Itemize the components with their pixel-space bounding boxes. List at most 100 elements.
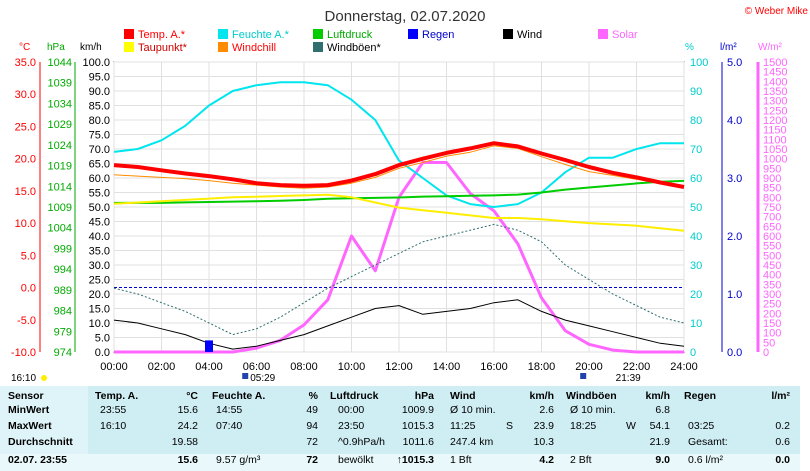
header-hum-unit: % bbox=[308, 390, 318, 402]
rain-unit-label: l/m² bbox=[720, 42, 737, 53]
solar-tick-label: 1450 bbox=[763, 67, 787, 79]
stats-hum-value: 72 bbox=[306, 436, 318, 448]
solar-tick-label: 1100 bbox=[763, 134, 787, 146]
wind-tick-label: 75.0 bbox=[89, 130, 110, 142]
hum-tick-label: 60 bbox=[690, 173, 702, 185]
wind-tick-label: 15.0 bbox=[89, 304, 110, 316]
stats-temp-time: 16:10 bbox=[100, 420, 127, 432]
legend-swatch bbox=[598, 29, 608, 39]
sunset-icon bbox=[580, 373, 587, 379]
stats-wind-info: Ø 10 min. bbox=[450, 404, 496, 416]
stats-temp-value: 19.58 bbox=[171, 436, 198, 448]
stats-press-value: 1011.6 bbox=[402, 436, 434, 448]
press-tick-label: 979 bbox=[54, 326, 72, 338]
edge-strip bbox=[800, 40, 810, 386]
wind-tick-label: 65.0 bbox=[89, 159, 110, 171]
legend-label: Temp. A.* bbox=[138, 29, 186, 41]
temp-tick-label: 25.0 bbox=[15, 121, 36, 133]
stats-wind-value: 2.6 bbox=[539, 404, 554, 416]
header-hum: Feuchte A. bbox=[212, 390, 266, 402]
time-tick-label: 16:00 bbox=[480, 361, 508, 373]
wind-tick-label: 85.0 bbox=[89, 101, 110, 113]
chart-series bbox=[113, 81, 685, 354]
solar-tick-label: 650 bbox=[763, 221, 781, 233]
stats-wind-value: 4.2 bbox=[539, 454, 554, 466]
legend-label: Windchill bbox=[232, 42, 276, 54]
stats-press-value: 1015.3 bbox=[401, 420, 434, 432]
solar-tick-label: 750 bbox=[763, 202, 781, 214]
press-unit-label: hPa bbox=[47, 42, 65, 53]
series-line-windchill bbox=[113, 145, 685, 189]
rain-tick-label: 1.0 bbox=[727, 289, 742, 301]
rain-bar bbox=[205, 340, 213, 352]
press-tick-label: 1009 bbox=[48, 202, 72, 214]
press-tick-label: 984 bbox=[54, 306, 72, 318]
hum-unit-label: % bbox=[685, 42, 694, 53]
stats-temp-time: 23:55 bbox=[100, 404, 127, 416]
stats-gust-info: 2 Bft bbox=[570, 454, 592, 466]
header-sensor: Sensor bbox=[8, 390, 44, 402]
stats-gust-dir: W bbox=[626, 420, 636, 432]
sun-markers: 16:10 05:29 21:39 bbox=[11, 373, 641, 384]
header-press-unit: hPa bbox=[414, 390, 434, 402]
time-tick-label: 04:00 bbox=[195, 361, 223, 373]
wind-unit-label: km/h bbox=[80, 42, 102, 53]
legend-label: Windböen* bbox=[327, 42, 382, 54]
weather-chart: Donnerstag, 02.07.2020 © Weber Mike Temp… bbox=[11, 6, 810, 386]
legend-label: Wind bbox=[517, 29, 542, 41]
solar-tick-label: 1350 bbox=[763, 86, 787, 98]
wind-tick-label: 25.0 bbox=[89, 275, 110, 287]
header-press: Luftdruck bbox=[330, 390, 379, 402]
temp-tick-label: 15.0 bbox=[15, 186, 36, 198]
solar-tick-label: 1150 bbox=[763, 125, 787, 137]
solar-tick-label: 50 bbox=[763, 337, 775, 349]
stats-rain-info: 0.6 l/m² bbox=[688, 454, 724, 466]
wind-tick-label: 60.0 bbox=[89, 173, 110, 185]
wind-tick-label: 45.0 bbox=[89, 217, 110, 229]
stats-press-value: 1009.9 bbox=[401, 404, 434, 416]
series-line-tempa bbox=[113, 141, 685, 189]
wind-tick-label: 10.0 bbox=[89, 318, 110, 330]
solar-tick-label: 1500 bbox=[763, 57, 787, 69]
press-tick-label: 989 bbox=[54, 285, 72, 297]
time-tick-label: 22:00 bbox=[623, 361, 651, 373]
hum-tick-label: 40 bbox=[690, 231, 702, 243]
hum-tick-label: 50 bbox=[690, 202, 702, 214]
solar-tick-label: 450 bbox=[763, 260, 781, 272]
hum-tick-label: 10 bbox=[690, 318, 702, 330]
temp-tick-label: 0.0 bbox=[21, 283, 36, 295]
temp-tick-label: 30.0 bbox=[15, 89, 36, 101]
legend-swatch bbox=[313, 29, 323, 39]
stats-wind-info: 247.4 km bbox=[450, 436, 494, 448]
stats-wind-value: 23.9 bbox=[533, 420, 554, 432]
stats-rain-value: 0.0 bbox=[775, 454, 790, 466]
legend-swatch bbox=[124, 29, 134, 39]
solar-tick-label: 1250 bbox=[763, 105, 787, 117]
solar-tick-label: 250 bbox=[763, 299, 781, 311]
stats-rain-info: Gesamt: bbox=[688, 436, 728, 448]
solar-tick-label: 150 bbox=[763, 318, 781, 330]
temp-tick-label: 10.0 bbox=[15, 218, 36, 230]
time-tick-label: 20:00 bbox=[575, 361, 603, 373]
stats-rain-value: 0.6 bbox=[775, 436, 790, 448]
stats-wind-info: 1 Bft bbox=[450, 454, 472, 466]
header-gust-unit: km/h bbox=[645, 390, 670, 402]
solar-tick-label: 1400 bbox=[763, 76, 787, 88]
sun-dot-icon bbox=[41, 375, 47, 381]
temp-tick-label: -10.0 bbox=[11, 347, 36, 359]
hum-tick-label: 100 bbox=[690, 57, 708, 69]
stats-press-info: 00:00 bbox=[338, 404, 365, 416]
wind-tick-label: 95.0 bbox=[89, 72, 110, 84]
stats-current-row-bg bbox=[0, 454, 800, 471]
solar-tick-label: 350 bbox=[763, 279, 781, 291]
stats-temp-value: 15.6 bbox=[177, 454, 198, 466]
sunrise-icon bbox=[242, 373, 249, 379]
sunset-time: 21:39 bbox=[616, 373, 641, 384]
solar-tick-label: 1300 bbox=[763, 96, 787, 108]
press-tick-label: 1029 bbox=[48, 119, 72, 131]
wind-tick-label: 80.0 bbox=[89, 115, 110, 127]
press-tick-label: 1034 bbox=[48, 98, 72, 110]
time-tick-label: 06:00 bbox=[243, 361, 271, 373]
time-tick-label: 00:00 bbox=[100, 361, 128, 373]
temp-tick-label: -5.0 bbox=[17, 315, 36, 327]
